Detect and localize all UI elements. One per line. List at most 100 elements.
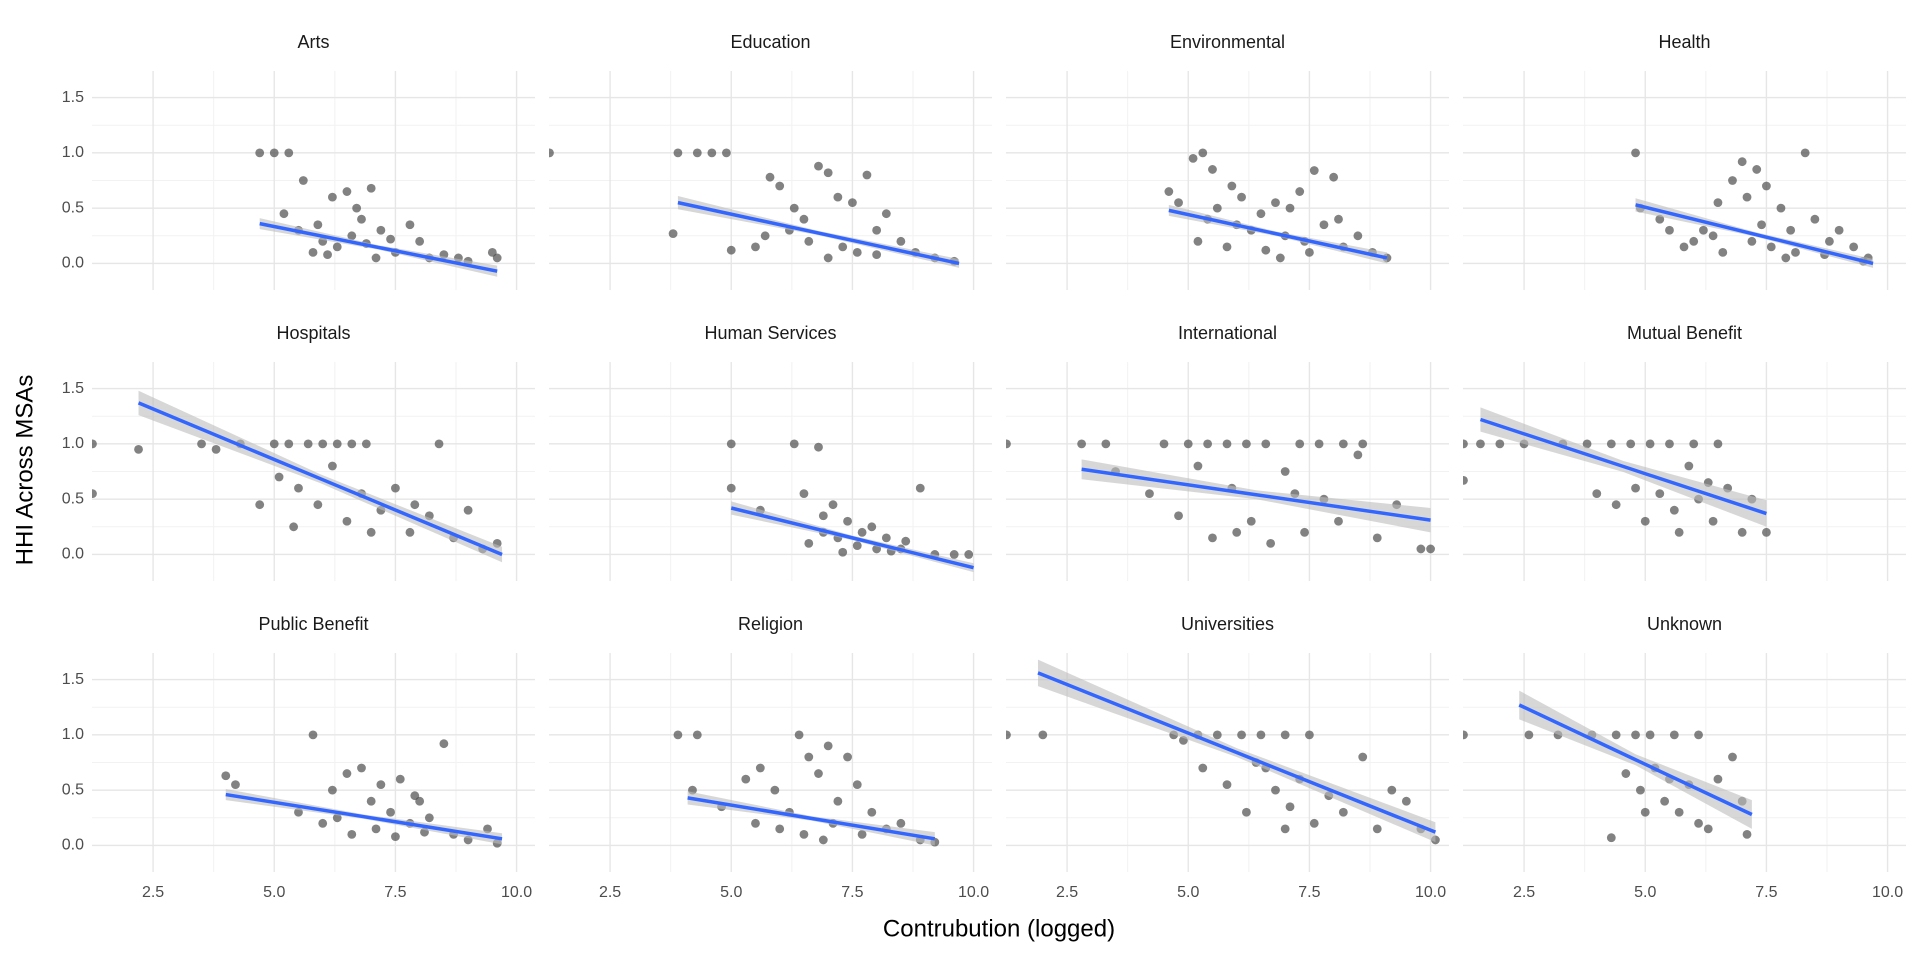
- point: [1621, 769, 1631, 778]
- point: [313, 220, 323, 230]
- point: [1338, 807, 1348, 817]
- y-tick-label: 1.5: [62, 89, 84, 106]
- fit-line: [225, 792, 503, 841]
- point: [269, 148, 279, 158]
- point: [818, 835, 828, 845]
- point: [1747, 236, 1757, 246]
- y-axis-title: HHI Across MSAs: [11, 375, 38, 566]
- point: [828, 500, 838, 510]
- point: [1295, 439, 1305, 449]
- point: [1524, 730, 1534, 740]
- point: [673, 148, 683, 158]
- point: [328, 785, 337, 795]
- panel-marks: [673, 730, 940, 847]
- y-tick-label: 1.5: [62, 380, 84, 397]
- point: [1242, 807, 1251, 817]
- point: [1655, 489, 1665, 499]
- point: [1476, 439, 1485, 449]
- point: [1295, 187, 1305, 196]
- point: [1208, 165, 1217, 174]
- point: [1227, 181, 1237, 191]
- point: [857, 829, 867, 839]
- point: [901, 536, 911, 546]
- point: [692, 730, 702, 740]
- point: [1358, 439, 1368, 449]
- point: [755, 763, 765, 773]
- point: [92, 489, 97, 499]
- facet-title: Universities: [1181, 614, 1274, 634]
- point: [1101, 439, 1111, 449]
- point: [424, 813, 434, 823]
- point: [1198, 148, 1208, 158]
- point: [1193, 236, 1203, 246]
- point: [751, 818, 760, 828]
- point: [1606, 439, 1616, 449]
- fit-line: [1518, 703, 1753, 817]
- point: [823, 168, 833, 178]
- y-tick-label: 0.5: [62, 490, 84, 507]
- facet-title: Education: [730, 32, 810, 52]
- point: [1256, 730, 1266, 740]
- point: [1285, 802, 1295, 812]
- point: [332, 813, 342, 823]
- point: [1246, 516, 1256, 526]
- x-axis-title: Contrubution (logged): [883, 915, 1115, 942]
- point: [1713, 439, 1723, 449]
- point: [1674, 527, 1684, 537]
- point: [308, 247, 318, 257]
- point: [741, 774, 751, 784]
- point: [1849, 242, 1859, 252]
- point: [1280, 467, 1290, 476]
- point: [332, 439, 342, 449]
- point: [1703, 824, 1713, 834]
- fit-line: [730, 506, 975, 570]
- point: [1188, 153, 1198, 163]
- y-tick-label: 0.0: [62, 255, 84, 272]
- point: [867, 522, 877, 532]
- point: [318, 818, 328, 828]
- point: [1669, 730, 1679, 740]
- point: [770, 785, 780, 795]
- point: [1665, 225, 1674, 235]
- panel-marks: [1463, 690, 1753, 843]
- point: [692, 148, 702, 158]
- point: [371, 824, 381, 834]
- point: [1159, 439, 1169, 449]
- x-tick-label: 5.0: [720, 884, 742, 901]
- point: [1416, 544, 1426, 554]
- point: [255, 148, 265, 158]
- point: [1261, 439, 1271, 449]
- point: [1261, 245, 1271, 255]
- point: [386, 807, 395, 817]
- point: [1164, 187, 1174, 196]
- point: [1611, 730, 1621, 740]
- point: [1742, 192, 1752, 202]
- point: [342, 769, 352, 778]
- point: [1463, 475, 1468, 485]
- facet-title: Human Services: [704, 323, 836, 343]
- point: [1800, 148, 1810, 158]
- x-tick-label: 10.0: [958, 884, 989, 901]
- point: [1222, 439, 1232, 449]
- point: [843, 752, 852, 762]
- x-tick-label: 2.5: [1513, 884, 1535, 901]
- point: [289, 522, 299, 532]
- point: [857, 527, 867, 537]
- point: [1174, 198, 1183, 208]
- point: [371, 253, 381, 263]
- point: [726, 245, 736, 255]
- point: [1645, 730, 1655, 740]
- point: [881, 209, 891, 219]
- point: [1077, 439, 1087, 449]
- point: [1232, 527, 1242, 537]
- point: [1463, 730, 1468, 740]
- fit-line: [1635, 203, 1874, 266]
- point: [1372, 533, 1382, 543]
- point: [328, 461, 337, 471]
- point: [1611, 500, 1621, 510]
- point: [1237, 730, 1246, 740]
- point: [328, 192, 337, 202]
- facet-title: Environmental: [1170, 32, 1285, 52]
- point: [1280, 730, 1290, 740]
- point: [410, 791, 420, 801]
